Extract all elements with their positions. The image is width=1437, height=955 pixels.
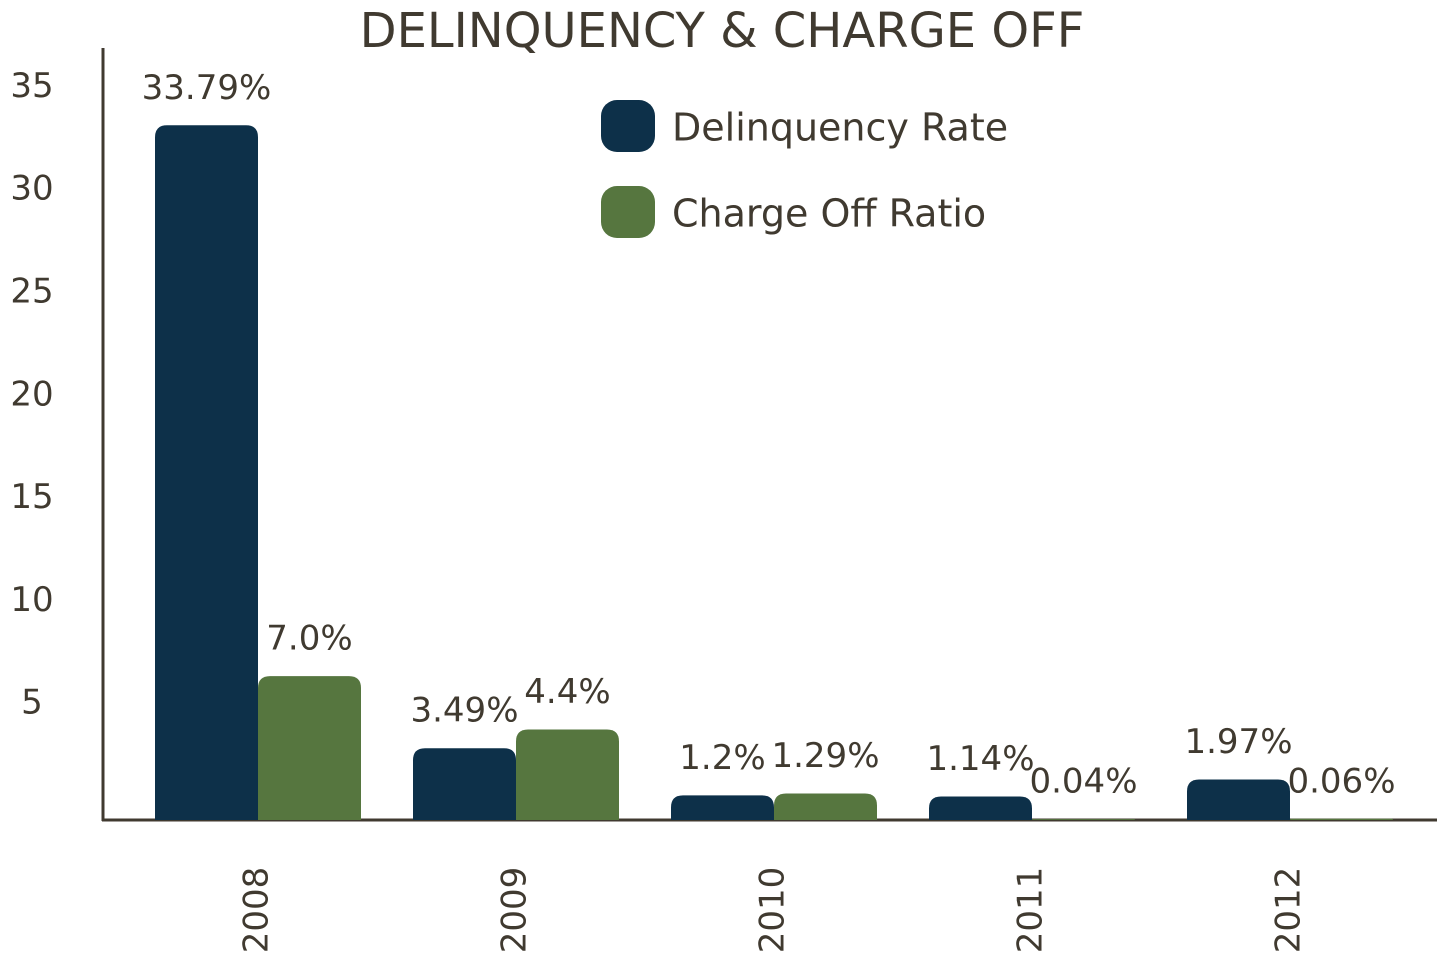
bar	[1187, 779, 1290, 820]
y-tick-label: 25	[10, 272, 53, 312]
x-tick-label: 2010	[753, 867, 793, 954]
bar	[516, 729, 619, 820]
value-label: 33.79%	[142, 68, 272, 108]
bar	[413, 748, 516, 820]
legend-label: Delinquency Rate	[672, 106, 1008, 150]
value-label: 0.04%	[1029, 762, 1137, 802]
bar	[671, 795, 774, 820]
bar	[258, 676, 361, 820]
value-label: 0.06%	[1287, 761, 1395, 801]
value-label: 1.14%	[926, 739, 1034, 779]
y-tick-label: 5	[21, 683, 43, 723]
bar	[774, 793, 877, 820]
value-label: 4.4%	[524, 672, 610, 712]
legend-swatch	[601, 186, 655, 238]
legend-swatch	[601, 100, 655, 152]
value-label: 1.29%	[771, 736, 879, 776]
value-label: 3.49%	[410, 691, 518, 731]
y-tick-label: 15	[10, 477, 53, 517]
bar	[1290, 818, 1393, 820]
bar	[929, 796, 1032, 820]
bar	[1032, 819, 1135, 820]
y-tick-label: 20	[10, 374, 53, 414]
chart-title: DELINQUENCY & CHARGE OFF	[360, 3, 1085, 59]
x-tick-label: 2011	[1011, 867, 1051, 954]
x-tick-label: 2008	[237, 867, 277, 954]
x-tick-label: 2009	[495, 867, 535, 954]
x-tick-label: 2012	[1269, 867, 1309, 954]
y-tick-label: 30	[10, 169, 53, 209]
value-label: 1.97%	[1184, 722, 1292, 762]
value-label: 7.0%	[266, 619, 352, 659]
value-label: 1.2%	[679, 738, 765, 778]
bar	[155, 125, 258, 821]
y-tick-label: 35	[10, 66, 53, 106]
legend-label: Charge Off Ratio	[672, 192, 986, 236]
y-tick-label: 10	[10, 580, 53, 620]
